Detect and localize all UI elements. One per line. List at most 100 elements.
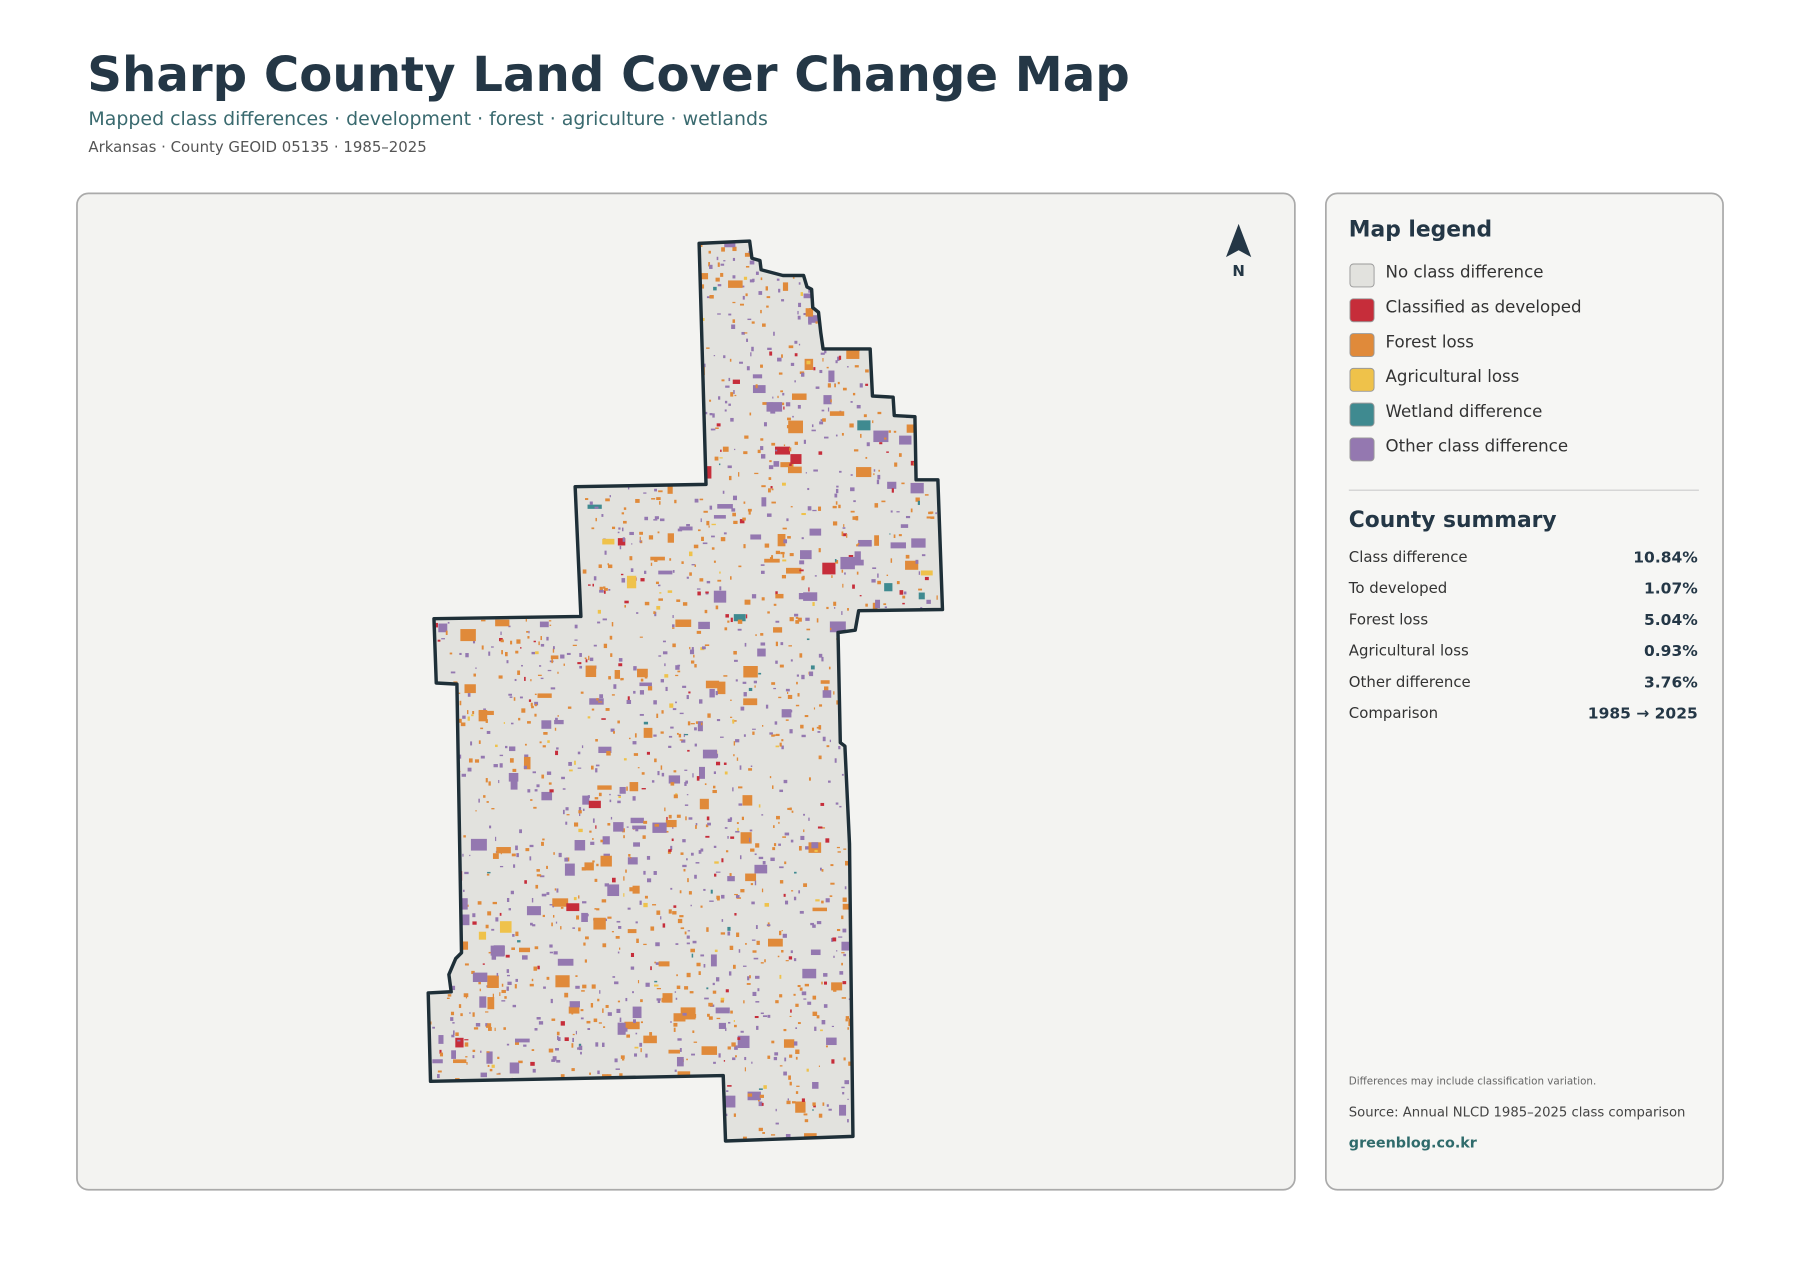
change-patch	[813, 1105, 816, 1108]
change-patch	[555, 717, 558, 721]
change-patch	[829, 411, 845, 416]
change-patch	[752, 950, 757, 953]
change-patch	[474, 759, 480, 763]
summary-title: County summary	[1349, 508, 1557, 533]
change-patch	[690, 948, 695, 953]
change-patch	[803, 813, 805, 816]
summary-value: 5.04%	[1644, 611, 1698, 629]
change-patch	[762, 323, 766, 327]
change-patch	[743, 734, 746, 737]
change-patch	[552, 898, 569, 907]
change-patch	[787, 807, 791, 810]
change-patch	[717, 681, 726, 695]
change-patch	[820, 1029, 823, 1032]
change-patch	[773, 687, 777, 690]
change-patch	[750, 534, 762, 540]
change-patch	[653, 871, 657, 875]
change-patch	[498, 675, 503, 679]
change-patch	[698, 621, 710, 630]
change-patch	[691, 564, 696, 566]
change-patch	[803, 293, 815, 299]
change-patch	[803, 829, 805, 833]
change-patch	[821, 981, 823, 985]
change-patch	[569, 1001, 580, 1008]
change-patch	[447, 994, 452, 997]
change-patch	[905, 554, 910, 559]
change-patch	[818, 1065, 820, 1067]
change-patch	[798, 343, 801, 346]
change-patch	[754, 472, 759, 475]
change-patch	[891, 488, 894, 493]
change-patch	[712, 990, 717, 994]
change-patch	[901, 482, 905, 485]
change-patch	[786, 567, 802, 574]
change-patch	[546, 636, 549, 641]
change-patch	[831, 1025, 834, 1028]
change-patch	[680, 927, 685, 930]
site-link[interactable]: greenblog.co.kr	[1349, 1135, 1478, 1151]
change-patch	[686, 695, 689, 700]
change-patch	[620, 678, 623, 681]
change-patch	[500, 631, 502, 636]
change-patch	[769, 557, 773, 560]
change-patch	[477, 901, 482, 905]
change-patch	[752, 731, 755, 735]
change-patch	[706, 987, 709, 990]
change-patch	[799, 569, 804, 572]
change-patch	[850, 487, 855, 492]
change-patch	[439, 1052, 444, 1057]
change-patch	[743, 666, 758, 678]
change-patch	[534, 701, 539, 706]
change-patch	[660, 731, 664, 734]
change-patch	[898, 534, 902, 537]
change-patch	[784, 900, 789, 905]
change-patch	[717, 313, 721, 315]
change-patch	[478, 979, 481, 985]
change-patch	[605, 498, 610, 502]
change-patch	[734, 1024, 737, 1028]
change-patch	[911, 538, 926, 548]
change-patch	[783, 1028, 787, 1032]
change-patch	[640, 1021, 643, 1024]
change-patch	[760, 438, 764, 441]
change-patch	[823, 395, 832, 405]
change-patch	[803, 313, 806, 316]
change-patch	[775, 550, 781, 555]
change-patch	[782, 553, 785, 558]
change-patch	[662, 993, 673, 1003]
change-patch	[790, 362, 795, 366]
change-patch	[744, 1056, 747, 1061]
change-patch	[666, 816, 668, 822]
change-patch	[549, 951, 553, 954]
change-patch	[806, 628, 811, 631]
change-patch	[795, 616, 799, 619]
change-patch	[682, 602, 688, 606]
change-patch	[752, 385, 766, 394]
change-patch	[795, 704, 800, 707]
change-patch	[887, 481, 897, 489]
change-patch	[487, 1064, 490, 1067]
summary-value: 1985 → 2025	[1588, 704, 1698, 722]
change-patch	[774, 446, 791, 455]
change-patch	[745, 293, 748, 297]
change-patch	[578, 828, 583, 833]
change-patch	[796, 674, 799, 677]
change-patch	[735, 739, 740, 743]
change-patch	[810, 665, 815, 670]
change-patch	[829, 621, 846, 633]
change-patch	[470, 741, 473, 746]
change-patch	[824, 981, 827, 985]
change-patch	[760, 642, 766, 646]
change-patch	[551, 1018, 556, 1021]
change-patch	[503, 1027, 506, 1030]
change-patch	[603, 589, 606, 594]
change-patch	[623, 876, 625, 881]
change-patch	[578, 895, 580, 899]
legend-swatch	[1349, 298, 1375, 323]
change-patch	[802, 968, 817, 979]
change-patch	[472, 921, 477, 925]
change-patch	[534, 789, 538, 792]
change-patch	[515, 845, 518, 851]
change-patch	[459, 652, 462, 655]
change-patch	[671, 838, 674, 842]
